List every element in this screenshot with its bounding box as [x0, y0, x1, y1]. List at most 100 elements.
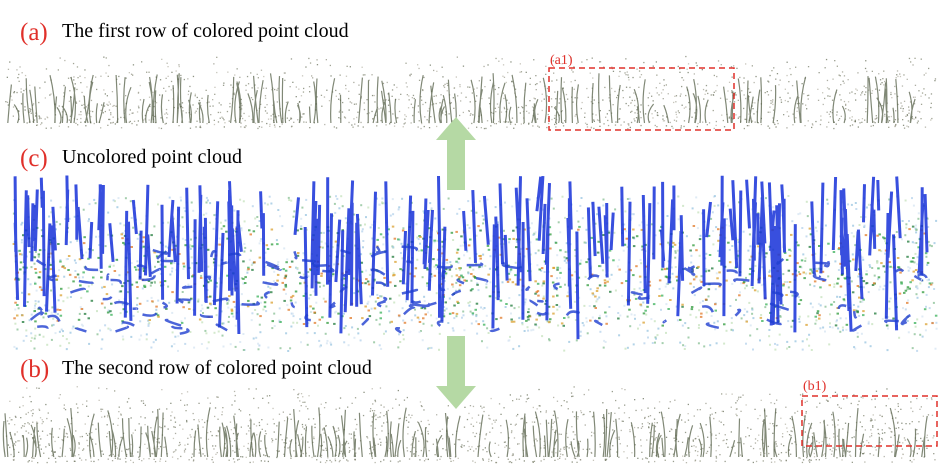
cloud-point	[502, 76, 503, 77]
cloud-point	[453, 317, 455, 319]
cloud-point	[256, 225, 258, 227]
cloud-point	[279, 307, 281, 309]
cloud-point	[722, 411, 723, 412]
cloud-point	[532, 421, 533, 422]
cloud-point	[919, 409, 920, 410]
cloud-point	[326, 460, 327, 461]
cloud-point	[736, 68, 737, 69]
cloud-point	[307, 408, 308, 409]
cloud-point	[175, 449, 176, 450]
cloud-point	[257, 87, 258, 88]
cloud-point	[748, 114, 749, 115]
cloud-point	[679, 319, 682, 321]
cloud-point	[273, 271, 275, 273]
cloud-point	[510, 305, 513, 307]
cloud-point	[659, 447, 660, 448]
cloud-point	[786, 452, 787, 453]
cloud-point	[809, 273, 812, 275]
cloud-point	[853, 346, 855, 348]
cloud-point	[36, 290, 38, 292]
cloud-point	[790, 326, 792, 328]
cloud-point	[125, 197, 127, 199]
cloud-point	[191, 457, 192, 458]
cloud-point	[35, 303, 37, 305]
cloud-point	[307, 271, 309, 273]
cloud-point	[832, 79, 833, 80]
cloud-point	[737, 239, 739, 241]
cloud-point	[303, 121, 304, 122]
cloud-point	[326, 342, 328, 344]
cloud-point	[312, 77, 313, 78]
cloud-point	[170, 262, 173, 264]
cloud-point	[159, 94, 160, 95]
cloud-point	[562, 454, 563, 455]
cloud-point	[537, 295, 540, 297]
cloud-point	[120, 117, 121, 118]
cloud-point	[488, 97, 489, 98]
cloud-point	[495, 318, 498, 320]
cloud-point	[476, 333, 478, 335]
cloud-point	[589, 411, 590, 412]
cloud-point	[50, 200, 52, 202]
cloud-point	[538, 250, 540, 252]
cloud-point	[313, 290, 315, 292]
cloud-point	[285, 293, 287, 295]
cloud-point	[524, 330, 526, 332]
cloud-point	[559, 277, 561, 279]
cloud-point	[91, 461, 92, 462]
cloud-point	[442, 429, 443, 430]
cloud-point	[808, 345, 810, 347]
cloud-point	[792, 427, 793, 428]
cloud-point	[361, 317, 364, 319]
cloud-point	[507, 72, 508, 73]
cloud-point	[375, 415, 376, 416]
cloud-point	[750, 324, 752, 326]
cloud-point	[620, 124, 621, 125]
cloud-point	[301, 207, 303, 209]
cloud-point	[684, 322, 686, 324]
cloud-point	[197, 301, 199, 303]
cloud-point	[269, 124, 270, 125]
cloud-point	[575, 97, 576, 98]
cloud-point	[873, 125, 874, 126]
cloud-point	[612, 445, 613, 446]
cloud-point	[752, 349, 754, 351]
cloud-point	[104, 307, 106, 309]
cloud-point	[472, 269, 474, 271]
cloud-point	[916, 398, 917, 399]
cloud-point	[387, 82, 388, 83]
cloud-point	[494, 453, 495, 454]
cloud-point	[564, 82, 565, 83]
cloud-point	[461, 317, 463, 319]
cloud-point	[795, 340, 797, 342]
cloud-point	[267, 113, 268, 114]
cloud-point	[283, 247, 285, 249]
cloud-point	[381, 198, 383, 200]
cloud-point	[510, 394, 511, 395]
cloud-point	[166, 408, 167, 409]
cloud-point	[212, 105, 213, 106]
cloud-point	[469, 257, 471, 259]
cloud-point	[403, 126, 404, 127]
cloud-point	[130, 336, 132, 338]
cloud-point	[824, 331, 826, 333]
cloud-point	[498, 457, 499, 458]
cloud-point	[859, 122, 860, 123]
cloud-point	[860, 422, 861, 423]
cloud-point	[670, 401, 671, 402]
cloud-point	[829, 114, 830, 115]
cloud-point	[559, 306, 561, 308]
cloud-point	[724, 126, 725, 127]
cloud-point	[129, 122, 130, 123]
cloud-point	[324, 301, 327, 303]
cloud-point	[276, 243, 279, 245]
cloud-point	[804, 451, 805, 452]
cloud-point	[900, 102, 901, 103]
cloud-point	[548, 423, 549, 424]
cloud-point	[251, 269, 254, 271]
cloud-point	[595, 300, 597, 302]
cloud-point	[623, 421, 624, 422]
cloud-point	[754, 82, 755, 83]
cloud-point	[289, 120, 290, 121]
cloud-point	[263, 88, 264, 89]
